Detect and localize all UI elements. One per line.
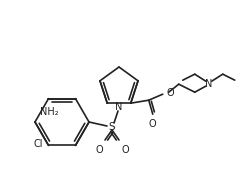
Text: O: O: [167, 88, 174, 98]
Text: N: N: [115, 102, 123, 112]
Text: Cl: Cl: [33, 139, 43, 149]
Text: N: N: [205, 79, 213, 89]
Text: O: O: [121, 145, 129, 155]
Text: NH₂: NH₂: [40, 107, 59, 117]
Text: O: O: [149, 119, 157, 129]
Text: S: S: [109, 122, 115, 132]
Text: O: O: [95, 145, 103, 155]
